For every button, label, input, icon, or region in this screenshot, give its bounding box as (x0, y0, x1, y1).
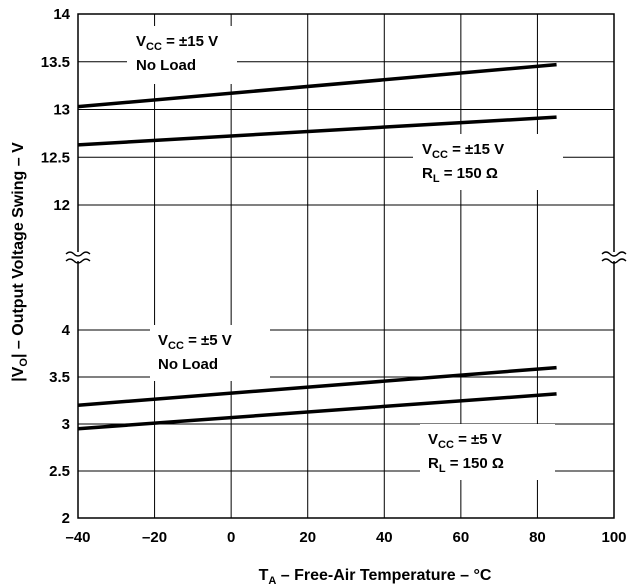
annotation-line-1: VCC = ±5 V (158, 332, 232, 352)
y-tick-label: 13 (53, 102, 70, 119)
y-tick-label: 3.5 (49, 369, 70, 386)
plot-frame (77, 13, 615, 519)
axis-break-mark (601, 258, 627, 264)
axis-break-marks (65, 251, 627, 264)
annotation-line-2: RL = 150 Ω (428, 455, 504, 475)
x-tick-label: 60 (453, 529, 470, 546)
series-lines (77, 62, 557, 431)
y-tick-label: 4 (62, 322, 71, 339)
annotation-background (150, 325, 270, 381)
series-line-4 (77, 392, 557, 431)
series-line-1 (77, 62, 557, 109)
axis-break-mark (601, 251, 627, 257)
annotation-line-2: RL = 150 Ω (422, 165, 498, 185)
x-tick-label: 80 (529, 529, 546, 546)
y-tick-label: 13.5 (41, 54, 70, 71)
axis-break-mark (65, 258, 91, 264)
series-line-2 (77, 115, 557, 147)
annotation-background (413, 134, 563, 190)
series-line-3 (77, 365, 557, 407)
plot-border (77, 13, 615, 519)
y-axis-title: |VO| – Output Voltage Swing – V (10, 142, 30, 382)
annotation-line-2: No Load (136, 57, 196, 74)
annotation-line-1: VCC = ±15 V (422, 141, 504, 161)
x-axis-title: TA – Free-Air Temperature – °C (259, 567, 492, 587)
annotation-label: VCC = ±15 V RL = 150 Ω (413, 134, 563, 190)
tick-labels: –40 –20 0 20 40 60 80 100 14 13.5 13 12.5 12 4 3.5 3 2.5… (41, 6, 627, 546)
annotation-background (420, 424, 555, 480)
x-tick-label: 0 (227, 529, 235, 546)
x-tick-label: 20 (299, 529, 316, 546)
x-tick-label: –20 (142, 529, 167, 546)
axis-break-mark (65, 251, 91, 257)
annotation-label: VCC = ±15 V No Load (127, 26, 237, 84)
annotation-line-1: VCC = ±15 V (136, 33, 218, 53)
annotation-line-2: No Load (158, 356, 218, 373)
x-tick-label: 100 (601, 529, 626, 546)
x-tick-label: 40 (376, 529, 393, 546)
annotation-label: VCC = ±5 V No Load (150, 325, 270, 381)
annotation-label: VCC = ±5 V RL = 150 Ω (420, 424, 555, 480)
annotation-background (127, 26, 237, 84)
y-tick-label: 12 (53, 197, 70, 214)
y-tick-label: 2.5 (49, 463, 70, 480)
annotation-line-1: VCC = ±5 V (428, 431, 502, 451)
y-tick-label: 12.5 (41, 149, 70, 166)
x-tick-label: –40 (65, 529, 90, 546)
y-tick-label: 3 (62, 416, 70, 433)
y-tick-label: 2 (62, 510, 70, 527)
y-tick-label: 14 (53, 6, 70, 23)
